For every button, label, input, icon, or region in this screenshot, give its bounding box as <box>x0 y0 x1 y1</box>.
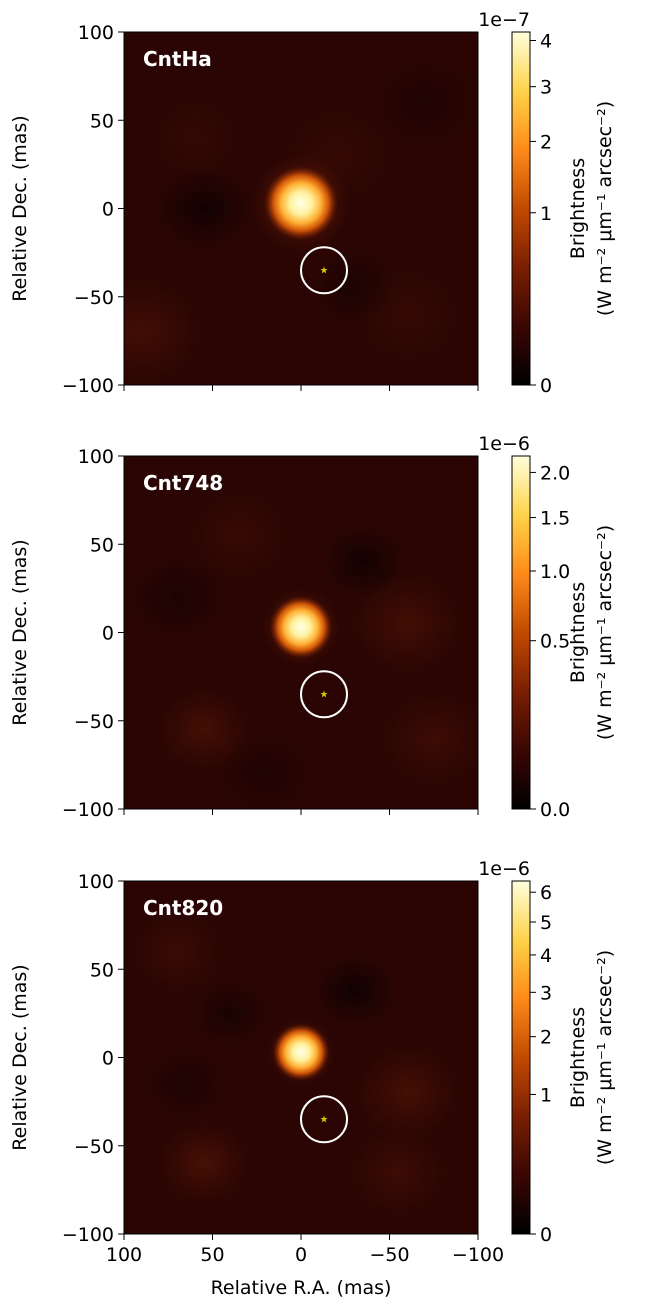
colorbar-tick-label: 2 <box>540 131 552 153</box>
heatmap-blob <box>131 910 224 994</box>
y-tick-label: 50 <box>90 110 114 132</box>
heatmap-dark-blob <box>216 731 316 809</box>
colorbar-tick-label: 3 <box>540 77 552 99</box>
colorbar-tick-label: 6 <box>540 882 552 904</box>
colorbar-exponent: 1e−6 <box>478 858 530 880</box>
colorbar-tick-label: 2.0 <box>540 462 570 484</box>
x-tick-label: 100 <box>106 1244 142 1266</box>
central-source <box>272 1023 330 1081</box>
heatmap-dark-blob <box>320 525 406 599</box>
colorbar-tick-label: 2 <box>540 1027 552 1049</box>
x-tick-label: −50 <box>369 1244 409 1266</box>
companion-circle <box>300 1095 349 1144</box>
companion-star-marker <box>320 1115 328 1123</box>
companion-circle <box>300 246 349 295</box>
panel-title: Cnt748 <box>143 471 223 495</box>
heatmap-image <box>124 881 478 1234</box>
colorbar <box>511 455 531 810</box>
y-axis-label: Relative Dec. (mas) <box>9 539 31 725</box>
colorbar-tick-label: 0 <box>540 1224 552 1246</box>
colorbar-tick-label: 0 <box>540 375 552 397</box>
heatmap-dark-blob <box>311 954 397 1027</box>
colorbar-tick-label: 4 <box>540 945 552 967</box>
y-tick-label: 50 <box>90 534 114 556</box>
y-axis-label: Relative Dec. (mas) <box>9 115 31 301</box>
heatmap-blob <box>157 1121 250 1205</box>
heatmap-blob <box>380 690 478 787</box>
colorbar-exponent: 1e−6 <box>478 433 530 455</box>
companion-circle <box>300 670 349 719</box>
y-tick-label: 0 <box>102 1048 114 1070</box>
heatmap-blob <box>124 277 202 385</box>
colorbar-label-title: Brightness <box>567 582 589 683</box>
panel-title: CntHa <box>143 47 212 71</box>
y-tick-label: 0 <box>102 199 114 221</box>
colorbar-label-units: (W m⁻² μm⁻¹ arcsec⁻²) <box>594 950 616 1165</box>
colorbar-label-title: Brightness <box>567 1007 589 1108</box>
y-axis-label: Relative Dec. (mas) <box>9 964 31 1150</box>
colorbar-tick-label: 1.0 <box>540 561 570 583</box>
colorbar-tick-label: 1 <box>540 1084 552 1106</box>
x-axis-label: Relative R.A. (mas) <box>211 1277 392 1299</box>
heatmap-dark-blob <box>191 980 270 1047</box>
panel-title: Cnt820 <box>143 896 223 920</box>
y-tick-label: 50 <box>90 959 114 981</box>
x-tick-label: 50 <box>200 1244 224 1266</box>
y-tick-label: 100 <box>78 22 114 44</box>
colorbar-label-units: (W m⁻² μm⁻¹ arcsec⁻²) <box>594 101 616 316</box>
y-tick-label: −100 <box>62 799 114 821</box>
heatmap-dark-blob <box>371 57 478 148</box>
y-tick-label: −50 <box>74 1136 114 1158</box>
colorbar-tick-label: 5 <box>540 912 552 934</box>
colorbar-tick-label: 1 <box>540 203 552 225</box>
colorbar-tick-label: 0.5 <box>540 631 570 653</box>
x-tick-label: −100 <box>452 1244 504 1266</box>
heatmap-blob <box>150 98 240 178</box>
panel-cnt748: Cnt748 100 50 0 −50 −100 Relative Dec. (mas) 0.… <box>9 433 616 821</box>
companion-star-marker <box>320 266 328 274</box>
colorbar-label-title: Brightness <box>567 158 589 259</box>
y-tick-label: 100 <box>78 446 114 468</box>
companion-star-marker <box>320 690 328 698</box>
heatmap-dark-blob <box>127 555 227 640</box>
colorbar-tick-label: 3 <box>540 982 552 1004</box>
heatmap-blob <box>348 1127 448 1217</box>
y-tick-label: −100 <box>62 1224 114 1246</box>
y-tick-label: −100 <box>62 375 114 397</box>
heatmap-dark-blob <box>154 166 254 251</box>
colorbar-tick-label: 0.0 <box>540 799 570 821</box>
colorbar <box>511 31 531 386</box>
y-tick-label: 100 <box>78 871 114 893</box>
colorbar-label-units: (W m⁻² μm⁻¹ arcsec⁻²) <box>594 525 616 740</box>
y-tick-label: 0 <box>102 623 114 645</box>
heatmap-image <box>124 456 478 809</box>
heatmap-dark-blob <box>143 1047 229 1121</box>
colorbar <box>511 880 531 1235</box>
heatmap-blob <box>189 490 289 581</box>
heatmap-image <box>124 32 478 385</box>
y-tick-label: −50 <box>74 711 114 733</box>
colorbar-tick-label: 4 <box>540 31 552 53</box>
colorbar-exponent: 1e−7 <box>478 9 530 31</box>
panel-cntha: CntHa 100 50 0 −50 −100 Relative Dec. (mas) 0 1 2… <box>9 9 616 397</box>
central-source <box>269 596 333 659</box>
heatmap-blob <box>354 1045 461 1141</box>
colorbar-tick-label: 1.5 <box>540 508 570 530</box>
heatmap-dark-blob <box>308 248 401 328</box>
heatmap-blob <box>350 572 464 675</box>
central-source <box>264 166 338 241</box>
x-tick-label: 0 <box>295 1244 307 1266</box>
y-tick-label: −50 <box>74 287 114 309</box>
